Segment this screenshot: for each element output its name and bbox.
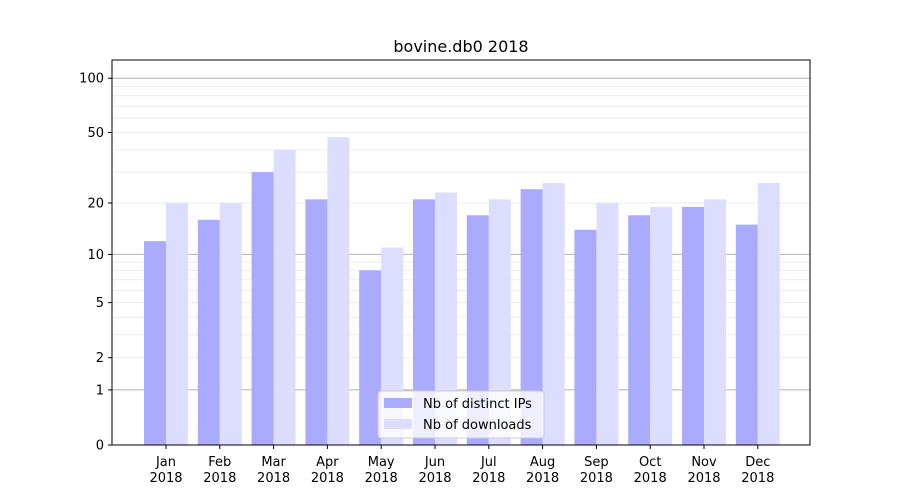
x-tick-label: Jun 2018 [418,455,451,486]
y-tick-label: 2 [96,351,104,366]
bar-downloads [542,183,565,445]
bar-distinct-ips [197,219,220,445]
bar-distinct-ips [251,172,274,445]
x-tick-label: Aug 2018 [526,455,559,486]
plot-frame [111,59,811,446]
x-tick-label: Dec 2018 [741,455,774,486]
x-tick-label: Jan 2018 [149,455,182,486]
bar-downloads [650,206,673,445]
x-tick-label: Oct 2018 [634,455,667,486]
bar-downloads [219,203,242,445]
x-tick-label: May 2018 [365,455,398,486]
bar-distinct-ips [628,215,651,445]
x-tick-label: Sep 2018 [580,455,613,486]
y-tick-label: 50 [87,126,104,141]
bar-downloads [704,199,726,445]
x-tick-label: Mar 2018 [257,455,290,486]
bar-distinct-ips [359,270,382,445]
x-tick-label: Jul 2018 [472,455,505,486]
bar-distinct-ips [466,215,489,445]
bar-distinct-ips [574,229,597,445]
bar-downloads [327,137,350,446]
bar-downloads [273,149,296,445]
y-tick-label: 10 [87,248,104,263]
x-tick-label: Nov 2018 [687,455,720,486]
y-tick-label: 5 [96,296,104,311]
legend-swatch [384,398,412,408]
legend-box [377,390,545,439]
x-tick-label: Feb 2018 [203,455,236,486]
y-tick-label: 100 [79,72,104,87]
bar-downloads [757,183,780,445]
bar-distinct-ips [735,224,758,445]
legend-swatch [384,419,412,429]
y-tick-label: 20 [87,197,104,212]
bar-distinct-ips [520,189,543,445]
y-tick-label: 0 [96,439,104,454]
bar-downloads [596,203,619,445]
y-tick-label: 1 [96,383,104,398]
legend-label: Nb of distinct IPs [423,397,532,412]
bar-distinct-ips [305,199,328,445]
bar-distinct-ips [413,199,435,445]
bar-distinct-ips [144,241,166,445]
x-tick-label: Apr 2018 [311,455,344,486]
legend: Nb of distinct IPs Nb of downloads [377,390,545,439]
bar-downloads [435,192,457,445]
chart-title: bovine.db0 2018 [393,37,528,56]
bar-downloads [488,199,511,445]
bar-downloads [166,203,188,445]
bar-distinct-ips [682,206,704,445]
legend-label: Nb of downloads [423,418,532,433]
